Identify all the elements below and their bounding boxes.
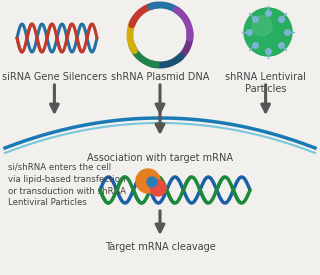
Circle shape — [252, 16, 272, 36]
Circle shape — [147, 177, 157, 187]
Text: shRNA Lentiviral
Particles: shRNA Lentiviral Particles — [225, 72, 306, 94]
Circle shape — [244, 8, 292, 56]
Text: siRNA Gene Silencers: siRNA Gene Silencers — [2, 72, 107, 82]
Text: shRNA Plasmid DNA: shRNA Plasmid DNA — [111, 72, 209, 82]
Circle shape — [150, 180, 166, 196]
Text: Association with target mRNA: Association with target mRNA — [87, 153, 233, 163]
Circle shape — [136, 169, 160, 193]
Text: si/shRNA enters the cell
via lipid-based transfection
or transduction with shRNA: si/shRNA enters the cell via lipid-based… — [8, 163, 126, 207]
Text: Target mRNA cleavage: Target mRNA cleavage — [105, 242, 215, 252]
